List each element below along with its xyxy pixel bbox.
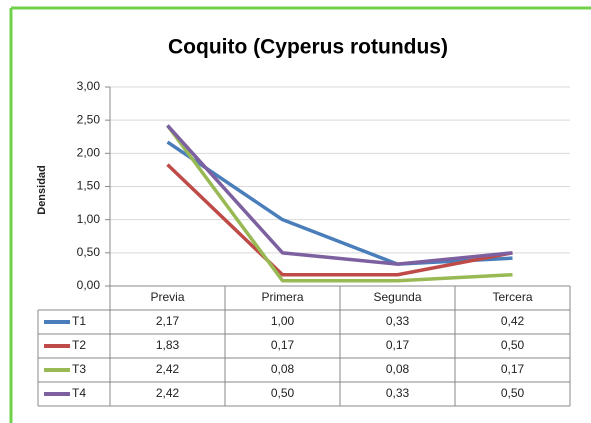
- x-tick-label: Segunda: [373, 290, 421, 304]
- table-value: 1,83: [156, 338, 180, 352]
- x-tick-label: Primera: [261, 290, 303, 304]
- table-value: 0,17: [501, 362, 525, 376]
- legend-label: T4: [72, 386, 86, 400]
- x-tick-label: Previa: [150, 290, 184, 304]
- table-value: 0,17: [271, 338, 295, 352]
- table-value: 0,33: [386, 386, 410, 400]
- line-series: [166, 140, 513, 266]
- line-series: [166, 163, 513, 277]
- table-value: 0,50: [501, 338, 525, 352]
- y-tick-label: 2,50: [77, 112, 101, 126]
- line-series: [166, 124, 513, 266]
- chart-title: Coquito (Cyperus rotundus): [168, 36, 448, 59]
- table-value: 0,08: [386, 362, 410, 376]
- y-tick-label: 0,00: [77, 278, 101, 292]
- table-value: 1,00: [271, 314, 295, 328]
- legend-label: T3: [72, 362, 86, 376]
- table-value: 0,17: [386, 338, 410, 352]
- y-axis-title: Densidad: [36, 165, 48, 215]
- x-tick-label: Tercera: [492, 290, 532, 304]
- y-tick-label: 1,00: [77, 212, 101, 226]
- y-tick-label: 1,50: [77, 179, 101, 193]
- legend-label: T2: [72, 338, 86, 352]
- table-value: 2,42: [156, 386, 180, 400]
- table-value: 0,08: [271, 362, 295, 376]
- legend-label: T1: [72, 314, 86, 328]
- table-value: 0,50: [271, 386, 295, 400]
- table-value: 2,17: [156, 314, 180, 328]
- table-value: 0,33: [386, 314, 410, 328]
- y-tick-label: 3,00: [77, 79, 101, 93]
- table-value: 0,50: [501, 386, 525, 400]
- table-value: 0,42: [501, 314, 525, 328]
- y-tick-label: 2,00: [77, 146, 101, 160]
- y-tick-label: 0,50: [77, 245, 101, 259]
- table-value: 2,42: [156, 362, 180, 376]
- line-series: [166, 124, 513, 283]
